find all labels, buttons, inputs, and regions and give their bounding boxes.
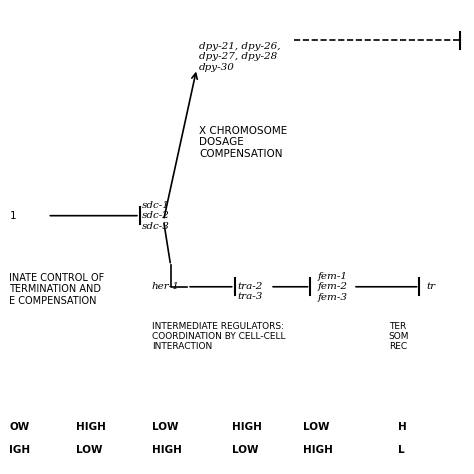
Text: 1: 1 bbox=[9, 210, 16, 221]
Text: X CHROMOSOME
DOSAGE
COMPENSATION: X CHROMOSOME DOSAGE COMPENSATION bbox=[199, 126, 287, 159]
Text: TER
SOM
REC: TER SOM REC bbox=[389, 322, 409, 351]
Text: H: H bbox=[398, 421, 407, 432]
Text: INATE CONTROL OF
TERMINATION AND
E COMPENSATION: INATE CONTROL OF TERMINATION AND E COMPE… bbox=[9, 273, 105, 306]
Text: dpy-21, dpy-26,
dpy-27, dpy-28
dpy-30: dpy-21, dpy-26, dpy-27, dpy-28 dpy-30 bbox=[199, 42, 281, 72]
Text: LOW: LOW bbox=[152, 421, 178, 432]
Text: HIGH: HIGH bbox=[232, 421, 262, 432]
Text: fem-1
fem-2
fem-3: fem-1 fem-2 fem-3 bbox=[318, 272, 347, 301]
Text: LOW: LOW bbox=[232, 445, 259, 456]
Text: OW: OW bbox=[9, 421, 30, 432]
Text: INTERMEDIATE REGULATORS:
COORDINATION BY CELL-CELL
INTERACTION: INTERMEDIATE REGULATORS: COORDINATION BY… bbox=[152, 322, 285, 351]
Text: LOW: LOW bbox=[303, 421, 330, 432]
Text: tr: tr bbox=[427, 283, 436, 291]
Text: sdc-1
sdc-2
sdc-3: sdc-1 sdc-2 sdc-3 bbox=[142, 201, 170, 230]
Text: LOW: LOW bbox=[76, 445, 102, 456]
Text: L: L bbox=[398, 445, 405, 456]
Text: IGH: IGH bbox=[9, 445, 31, 456]
Text: HIGH: HIGH bbox=[76, 421, 106, 432]
Text: HIGH: HIGH bbox=[152, 445, 182, 456]
Text: tra-2
tra-3: tra-2 tra-3 bbox=[237, 282, 263, 301]
Text: her-1: her-1 bbox=[152, 283, 180, 291]
Text: HIGH: HIGH bbox=[303, 445, 333, 456]
